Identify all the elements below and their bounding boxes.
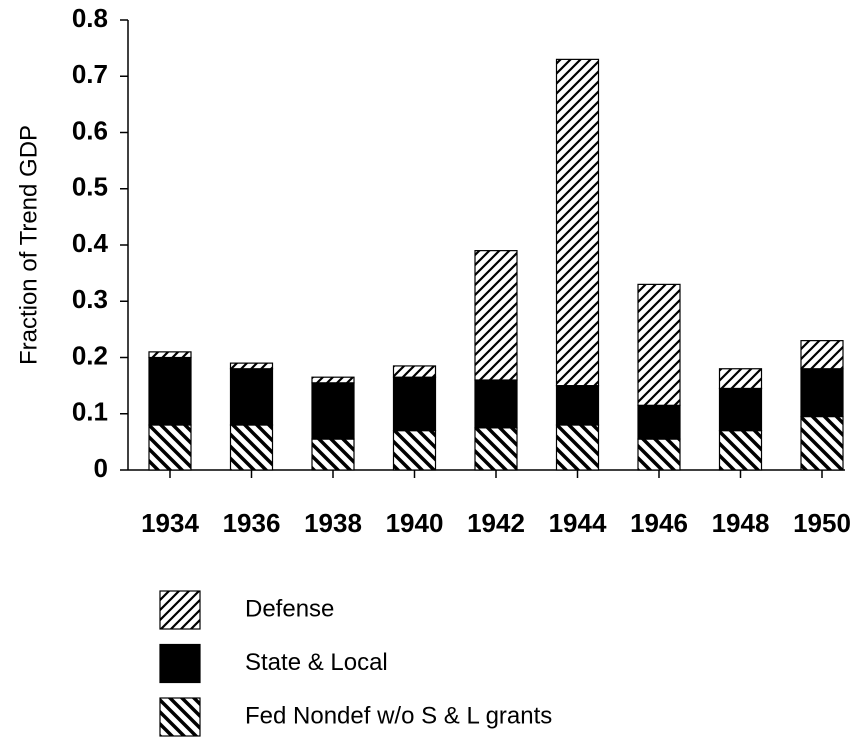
y-tick-label: 0.5 [72,172,108,202]
x-tick-label: 1950 [793,508,851,538]
y-tick-label: 0.3 [72,284,108,314]
bar-segment [800,340,844,370]
bar-segment [637,404,681,440]
bar-segment [392,376,437,432]
bar-segment [148,424,192,471]
x-tick-label: 1934 [141,508,199,538]
legend-label: State & Local [245,649,388,676]
y-tick-label: 0.7 [72,59,108,89]
bar-segment [718,368,763,390]
bar-segment [229,424,274,471]
bar-segment [800,415,844,471]
bar-segment [392,430,437,471]
bar-segment [637,283,681,406]
bar-segment [311,376,355,384]
bar-segment [392,365,437,378]
bar-segment [474,250,518,381]
x-tick-label: 1944 [549,508,607,538]
bar-segment [311,438,355,471]
bar-segment [718,430,763,471]
y-tick-label: 0 [94,453,108,483]
bar-segment [555,58,600,387]
bar-segment [148,356,192,426]
y-tick-label: 0.4 [72,228,109,258]
x-tick-label: 1936 [223,508,281,538]
legend-label: Fed Nondef w/o S & L grants [245,702,552,729]
bar-segment [555,424,600,471]
y-tick-label: 0.6 [72,115,108,145]
bar-segment [718,387,763,432]
y-tick-label: 0.2 [72,340,108,370]
bar-segment [229,362,274,370]
bar-segment [229,368,274,426]
x-tick-label: 1942 [467,508,525,538]
y-axis-label: Fraction of Trend GDP [15,125,42,365]
legend-label: Defense [245,595,334,622]
bar-segment [311,382,355,440]
bar-segment [555,385,600,426]
bar-segment [474,427,518,471]
bar-segment [637,438,681,471]
x-tick-label: 1948 [712,508,770,538]
legend-swatch [159,643,201,684]
x-tick-label: 1946 [630,508,688,538]
bar-segment [474,379,518,429]
bar-segment [148,351,192,359]
x-tick-label: 1938 [304,508,362,538]
y-tick-label: 0.1 [72,397,108,427]
bar-segment [800,368,844,418]
y-tick-label: 0.8 [72,3,108,33]
legend-swatch [159,590,201,630]
x-tick-label: 1940 [386,508,444,538]
legend-swatch [159,697,201,737]
